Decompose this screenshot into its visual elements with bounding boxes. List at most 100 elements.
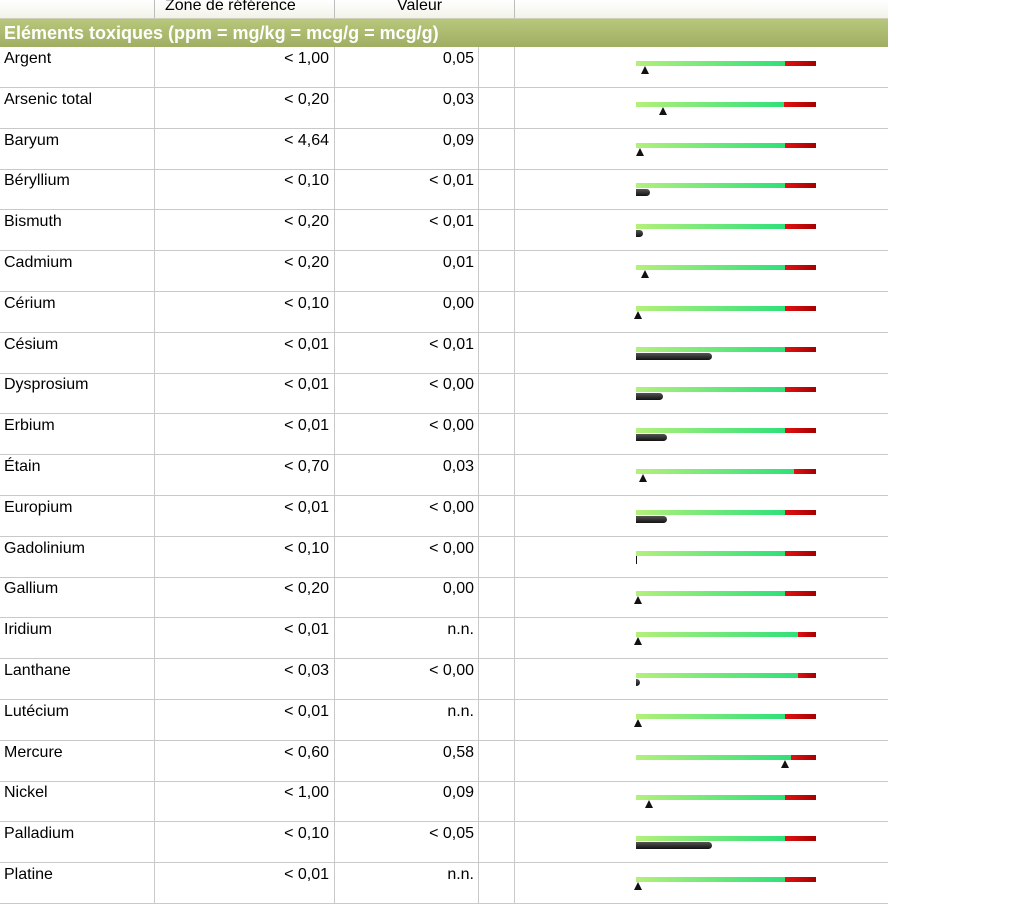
column-divider (478, 373, 479, 415)
elevated-range-segment (785, 877, 816, 882)
column-divider (514, 128, 515, 170)
reference-value: < 0,01 (284, 866, 329, 883)
column-divider (154, 822, 155, 864)
column-divider (478, 536, 479, 578)
column-divider (514, 781, 515, 823)
column-divider (334, 291, 335, 333)
range-bar (636, 142, 816, 148)
value-level-bar (636, 352, 712, 360)
range-bar (636, 795, 816, 801)
value-marker-icon (639, 474, 647, 482)
measured-value: 0,09 (442, 784, 474, 802)
elevated-range-segment (785, 713, 816, 719)
column-divider (514, 536, 515, 578)
elevated-range-segment (785, 142, 816, 148)
column-divider (334, 47, 335, 88)
range-bar (636, 183, 816, 189)
range-bar (636, 632, 816, 638)
normal-range-segment (636, 305, 785, 311)
normal-range-segment (636, 550, 785, 556)
elevated-range-segment (785, 591, 816, 597)
column-divider (514, 822, 515, 864)
elevated-range-segment (785, 550, 816, 556)
normal-range-segment (636, 428, 785, 434)
normal-range-segment (636, 183, 785, 189)
column-divider (154, 577, 155, 619)
element-name: Gadolinium (4, 539, 85, 557)
reference-value: < 0,60 (284, 743, 329, 761)
value-marker-icon (659, 106, 667, 115)
range-bar (636, 265, 816, 270)
column-divider (514, 618, 515, 660)
range-bar (636, 713, 816, 719)
normal-range-segment (636, 754, 791, 760)
column-divider (154, 0, 155, 18)
table-row: Cérium < 0,10 0,00 (0, 291, 888, 333)
value-level-bar (636, 230, 643, 238)
table-row: Palladium < 0,10 < 0,05 (0, 822, 888, 864)
column-divider (154, 414, 155, 456)
column-divider (478, 659, 479, 700)
elevated-range-segment (784, 101, 816, 107)
table-row: Mercure < 0,60 0,58 (0, 740, 888, 782)
table-row: Iridium < 0,01 n.n. (0, 618, 888, 660)
measured-value: n.n. (447, 702, 474, 720)
normal-range-segment (636, 101, 784, 107)
column-divider (478, 863, 479, 904)
value-marker-icon (641, 270, 649, 278)
range-bar (636, 387, 816, 393)
elevated-range-segment (785, 428, 816, 434)
table-row: Lanthane < 0,03 < 0,00 (0, 659, 888, 700)
measured-value: 0,03 (442, 90, 474, 108)
measured-value: < 0,00 (429, 498, 474, 516)
column-divider (154, 87, 155, 129)
reference-value: < 0,01 (284, 335, 329, 353)
column-divider (478, 414, 479, 456)
column-divider (514, 863, 515, 904)
column-divider (154, 47, 155, 88)
column-divider (514, 251, 515, 292)
table-row: Cadmium < 0,20 0,01 (0, 251, 888, 292)
normal-range-segment (636, 142, 785, 148)
column-divider (154, 251, 155, 292)
value-level-bar (636, 189, 650, 197)
value-level-bar (636, 679, 640, 686)
column-divider (478, 47, 479, 88)
column-divider (334, 863, 335, 904)
element-name: Cadmium (4, 254, 73, 271)
normal-range-segment (636, 836, 785, 842)
measured-value: 0,58 (442, 743, 474, 761)
column-divider (478, 740, 479, 782)
table-row: Argent < 1,00 0,05 (0, 47, 888, 88)
column-divider (514, 0, 515, 18)
element-name: Palladium (4, 825, 75, 843)
value-marker-icon (634, 882, 642, 890)
value-level-bar (636, 842, 712, 850)
reference-value: < 1,00 (284, 50, 329, 67)
table-row: Bismuth < 0,20 < 0,01 (0, 210, 888, 252)
reference-value: < 4,64 (284, 131, 329, 149)
column-divider (154, 128, 155, 170)
column-divider (334, 822, 335, 864)
value-level-bar (636, 434, 667, 442)
normal-range-segment (636, 265, 785, 270)
normal-range-segment (636, 469, 794, 474)
column-divider (478, 128, 479, 170)
normal-range-segment (636, 877, 785, 882)
section-header: Eléments toxiques (ppm = mg/kg = mcg/g =… (0, 19, 888, 47)
column-divider (334, 210, 335, 252)
table-row: Béryllium < 0,10 < 0,01 (0, 169, 888, 211)
column-divider (478, 210, 479, 252)
range-bar (636, 591, 816, 597)
column-divider (334, 740, 335, 782)
value-marker-icon (781, 759, 789, 768)
table-row: Césium < 0,01 < 0,01 (0, 332, 888, 374)
elevated-range-segment (798, 673, 816, 678)
element-name: Erbium (4, 417, 55, 435)
normal-range-segment (636, 632, 798, 638)
table-row: Gallium < 0,20 0,00 (0, 577, 888, 619)
elevated-range-segment (785, 305, 816, 311)
elevated-range-segment (785, 509, 816, 515)
reference-value: < 0,10 (284, 825, 329, 843)
measured-value: n.n. (447, 621, 474, 639)
